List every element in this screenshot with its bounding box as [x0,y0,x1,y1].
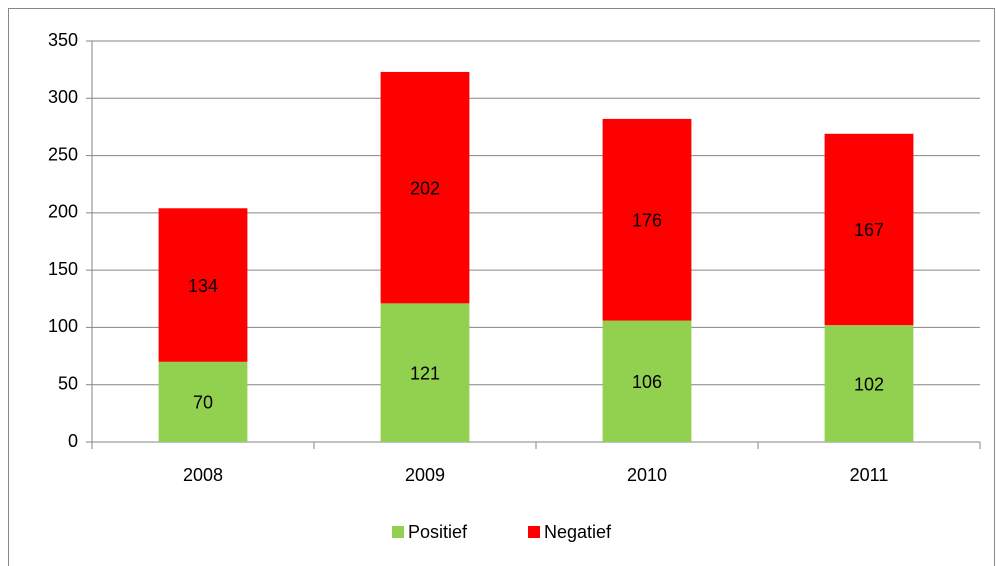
data-label: 106 [632,372,662,392]
data-label: 70 [193,393,213,413]
x-tick-label: 2008 [183,465,223,485]
bar-segment [824,325,914,442]
bar-segment [158,361,248,442]
y-tick-label: 200 [48,202,78,222]
y-tick-label: 100 [48,316,78,336]
bar-segment [380,71,470,304]
x-tick-label: 2011 [850,465,889,485]
y-tick-label: 150 [48,259,78,279]
bar-segment [602,118,692,321]
y-tick-label: 300 [48,87,78,107]
data-label: 167 [854,220,884,240]
data-label: 121 [410,363,440,383]
data-label: 176 [632,210,662,230]
y-tick-label: 50 [58,373,78,393]
legend-swatch [392,526,404,538]
y-tick-label: 250 [48,144,78,164]
x-tick-label: 2009 [405,465,445,485]
legend-swatch [528,526,540,538]
chart-frame [8,8,995,566]
bar-segment [380,303,470,442]
bar-segment [824,133,914,326]
data-label: 202 [410,178,440,198]
y-tick-label: 0 [68,431,78,451]
x-tick-label: 2010 [627,465,667,485]
bar-segment [602,320,692,442]
bar-segment [158,208,248,362]
y-tick-label: 350 [48,30,78,50]
data-label: 102 [854,374,884,394]
legend-label: Positief [408,522,468,542]
legend-label: Negatief [544,522,612,542]
data-label: 134 [188,276,218,296]
